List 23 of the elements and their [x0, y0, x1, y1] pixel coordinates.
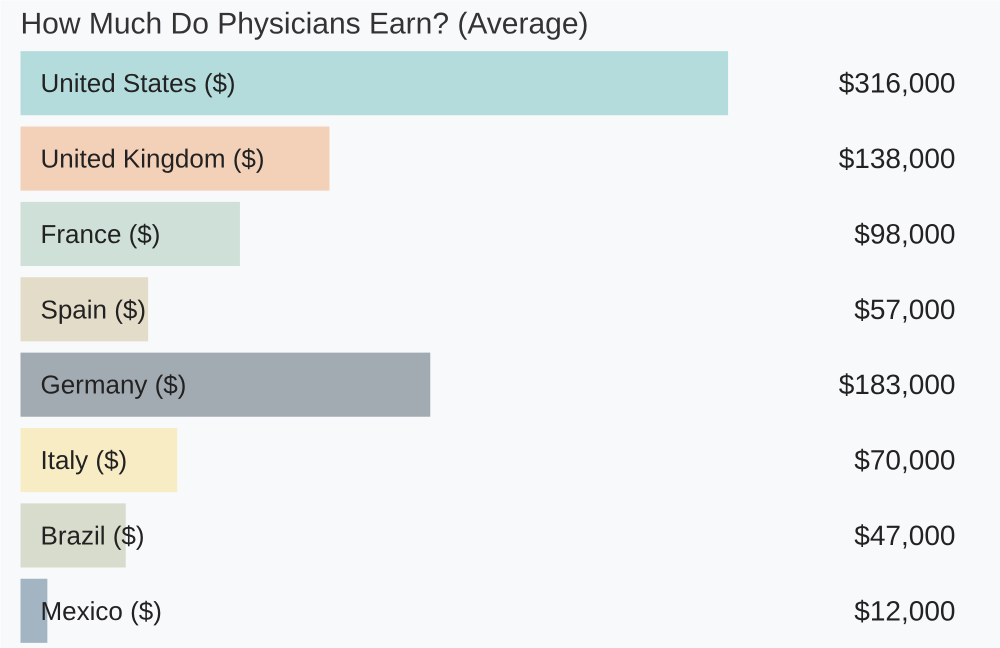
- y-tick-label: Brazil ($): [40, 520, 145, 550]
- y-tick-label: United Kingdom ($): [40, 144, 264, 174]
- data-label: $138,000: [838, 143, 956, 174]
- data-label: $183,000: [838, 369, 956, 400]
- data-label: $316,000: [838, 68, 956, 99]
- y-tick-label: Spain ($): [40, 294, 146, 324]
- bar: [20, 202, 240, 266]
- bar: [20, 51, 728, 116]
- y-tick-label: France ($): [40, 218, 160, 249]
- data-label: $12,000: [854, 595, 956, 626]
- bar: [20, 352, 430, 417]
- data-label: $70,000: [854, 444, 956, 476]
- y-tick-label: Mexico ($): [40, 596, 162, 626]
- bar: [20, 277, 148, 342]
- data-label: $57,000: [854, 294, 956, 325]
- y-tick-label: Germany ($): [40, 370, 186, 400]
- y-tick-label: Italy ($): [40, 445, 128, 476]
- chart-title: How Much Do Physicians Earn? (Average): [20, 8, 589, 40]
- bar: [20, 428, 178, 492]
- data-label: $98,000: [854, 218, 956, 250]
- data-label: $47,000: [854, 520, 956, 551]
- bar: [20, 126, 330, 191]
- y-tick-label: United States ($): [40, 68, 236, 98]
